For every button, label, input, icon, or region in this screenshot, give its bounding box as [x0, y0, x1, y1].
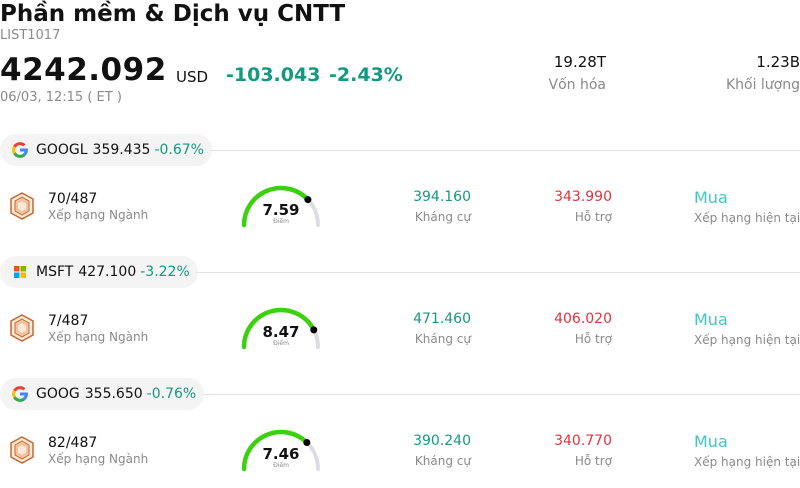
- industry-rank: 82/487: [48, 435, 98, 451]
- rating-value: Mua: [694, 188, 728, 207]
- score-gauge-marker: [304, 196, 312, 204]
- support-label: Hỗ trợ: [574, 332, 612, 346]
- resistance-label: Kháng cự: [414, 454, 471, 468]
- stock-price: 359.435: [92, 142, 151, 158]
- volume-value: 1.23B: [756, 53, 800, 71]
- market-cap-value: 19.28T: [553, 53, 606, 71]
- stock-symbol: GOOG: [36, 386, 80, 402]
- industry-rank-badge-icon: [10, 436, 34, 464]
- industry-rank-label: Xếp hạng Ngành: [48, 208, 149, 222]
- resistance-block: 390.240 Kháng cự: [361, 433, 471, 468]
- score-gauge-marker: [303, 439, 311, 447]
- industry-rank-label: Xếp hạng Ngành: [48, 452, 149, 466]
- score-gauge: [241, 185, 320, 228]
- stock-symbol: GOOGL: [36, 142, 88, 158]
- stock-price: 355.650: [84, 386, 143, 402]
- support-value: 343.990: [554, 189, 612, 205]
- stock-change: -0.76%: [146, 386, 197, 402]
- score-value: 8.47: [262, 323, 300, 341]
- rating-label: Xếp hạng hiện tại: [694, 211, 800, 225]
- support-block: 406.020 Hỗ trợ: [502, 311, 612, 346]
- stock-chip-2[interactable]: GOOG 355.650 -0.76%: [0, 378, 205, 410]
- stock-chip-1[interactable]: MSFT 427.100 -3.22%: [0, 256, 198, 288]
- score-gauge: [241, 429, 320, 472]
- support-label: Hỗ trợ: [574, 454, 612, 468]
- index-change: -103.043 -2.43%: [226, 64, 403, 86]
- market-cap-label: Vốn hóa: [548, 77, 606, 93]
- industry-rank: 70/487: [48, 191, 98, 207]
- rating-value: Mua: [694, 310, 728, 329]
- row-divider: [210, 150, 800, 151]
- timestamp: 06/03, 12:15 ( ET ): [0, 90, 122, 105]
- support-value: 406.020: [554, 311, 612, 327]
- industry-rank-label: Xếp hạng Ngành: [48, 330, 149, 344]
- resistance-block: 394.160 Kháng cự: [361, 189, 471, 224]
- index-price: 4242.092: [0, 52, 167, 88]
- score-gauge-fill: [241, 185, 311, 228]
- support-block: 340.770 Hỗ trợ: [502, 433, 612, 468]
- industry-rank-badge-icon: [10, 314, 34, 342]
- rating-value: Mua: [694, 432, 728, 451]
- stock-price: 427.100: [78, 264, 137, 280]
- rating-label: Xếp hạng hiện tại: [694, 455, 800, 469]
- industry-rank: 7/487: [48, 313, 89, 329]
- resistance-value: 394.160: [413, 189, 471, 205]
- stock-chip-0[interactable]: GOOGL 359.435 -0.67%: [0, 134, 212, 166]
- resistance-label: Kháng cự: [414, 332, 471, 346]
- stock-change: -0.67%: [154, 142, 204, 158]
- microsoft-icon: [12, 264, 28, 280]
- score-gauge-marker: [310, 326, 318, 334]
- score-gauge: [241, 307, 320, 350]
- industry-rank-badge-icon: [10, 192, 34, 220]
- volume-label: Khối lượng: [725, 77, 800, 93]
- market-cap-stat: 19.28T Vốn hóa: [549, 53, 606, 93]
- resistance-label: Kháng cự: [414, 210, 471, 224]
- score-value: 7.59: [262, 201, 300, 219]
- score-label: Điểm: [273, 218, 289, 225]
- currency: USD: [176, 68, 209, 86]
- resistance-block: 471.460 Kháng cự: [361, 311, 471, 346]
- current-rating[interactable]: Mua Xếp hạng hiện tại: [694, 188, 800, 225]
- row-divider: [196, 272, 800, 273]
- resistance-value: 471.460: [413, 311, 471, 327]
- resistance-value: 390.240: [413, 433, 471, 449]
- stock-symbol: MSFT: [36, 264, 74, 280]
- page-title: Phần mềm & Dịch vụ CNTT: [0, 1, 346, 27]
- google-icon: [12, 142, 28, 158]
- current-rating[interactable]: Mua Xếp hạng hiện tại: [694, 310, 800, 347]
- score-gauge-fill: [241, 429, 310, 472]
- support-label: Hỗ trợ: [574, 210, 612, 224]
- score-value: 7.46: [262, 445, 300, 463]
- row-divider: [203, 394, 800, 395]
- rating-label: Xếp hạng hiện tại: [694, 333, 800, 347]
- current-rating[interactable]: Mua Xếp hạng hiện tại: [694, 432, 800, 469]
- google-icon: [12, 386, 28, 402]
- support-block: 343.990 Hỗ trợ: [502, 189, 612, 224]
- stock-change: -3.22%: [140, 264, 190, 280]
- score-label: Điểm: [273, 462, 289, 469]
- score-label: Điểm: [273, 340, 289, 347]
- volume-stat: 1.23B Khối lượng: [726, 53, 800, 93]
- score-gauge-fill: [241, 307, 317, 350]
- index-code: LIST1017: [0, 28, 61, 43]
- support-value: 340.770: [554, 433, 612, 449]
